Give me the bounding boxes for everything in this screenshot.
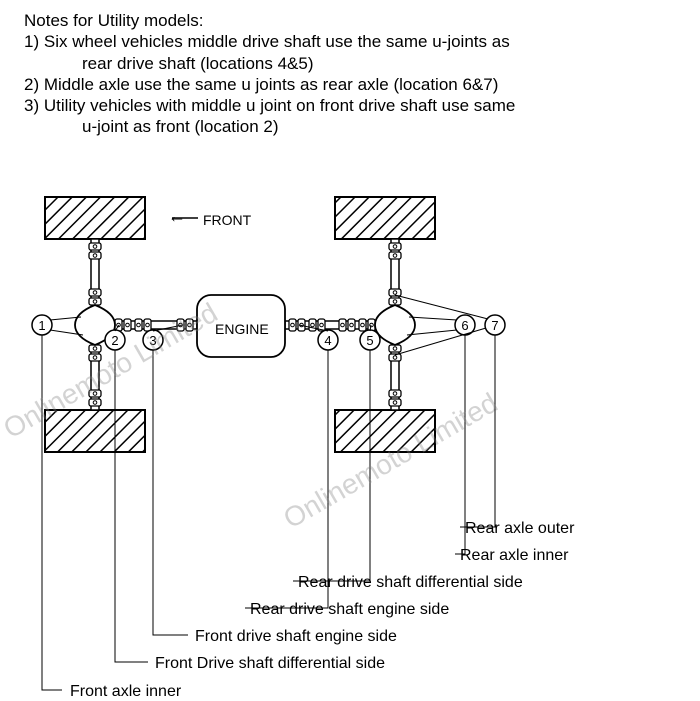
callout-label-2: Front Drive shaft differential side <box>155 655 385 673</box>
drivetrain-diagram: 1234567 ← FRONT ENGINE Onlinemoto Limite… <box>0 155 700 700</box>
note-3-line1: 3) Utility vehicles with middle u joint … <box>24 95 680 116</box>
svg-text:4: 4 <box>324 333 331 348</box>
svg-text:6: 6 <box>461 318 468 333</box>
svg-text:1: 1 <box>38 318 45 333</box>
svg-text:7: 7 <box>491 318 498 333</box>
engine-label: ENGINE <box>215 321 269 337</box>
svg-text:5: 5 <box>366 333 373 348</box>
note-3-line2: u-joint as front (location 2) <box>24 116 680 137</box>
svg-text:3: 3 <box>149 333 156 348</box>
callout-label-1: Front axle inner <box>70 683 181 701</box>
callout-label-3: Front drive shaft engine side <box>195 628 397 646</box>
note-1-line2: rear drive shaft (locations 4&5) <box>24 53 680 74</box>
notes-block: Notes for Utility models: 1) Six wheel v… <box>24 10 680 138</box>
front-arrow-icon: ← <box>168 206 186 227</box>
callout-label-7: Rear axle outer <box>465 520 574 538</box>
note-2-line1: 2) Middle axle use the same u joints as … <box>24 74 680 95</box>
notes-title: Notes for Utility models: <box>24 10 680 31</box>
svg-text:2: 2 <box>111 333 118 348</box>
front-direction-label: FRONT <box>203 212 251 228</box>
callout-label-4: Rear drive shaft engine side <box>250 601 449 619</box>
note-1-line1: 1) Six wheel vehicles middle drive shaft… <box>24 31 680 52</box>
callout-label-6: Rear axle inner <box>460 547 569 565</box>
callout-label-5: Rear drive shaft differential side <box>298 574 523 592</box>
